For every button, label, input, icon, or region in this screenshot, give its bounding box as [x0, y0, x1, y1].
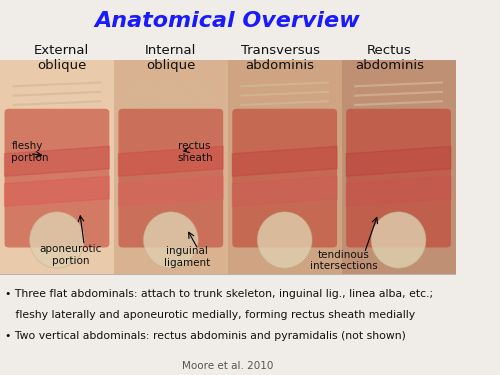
FancyBboxPatch shape: [4, 109, 110, 248]
FancyBboxPatch shape: [232, 109, 337, 248]
Text: fleshy
portion: fleshy portion: [12, 141, 49, 163]
Text: Transversus
abdominis: Transversus abdominis: [240, 44, 320, 72]
Text: Anatomical Overview: Anatomical Overview: [95, 10, 360, 31]
Bar: [114, 60, 228, 274]
Polygon shape: [118, 146, 223, 176]
Polygon shape: [4, 146, 110, 176]
FancyBboxPatch shape: [118, 109, 223, 248]
Polygon shape: [118, 176, 223, 206]
Polygon shape: [4, 176, 110, 206]
Ellipse shape: [30, 212, 84, 268]
Text: • Two vertical abdominals: rectus abdominis and pyramidalis (not shown): • Two vertical abdominals: rectus abdomi…: [4, 331, 406, 340]
Text: inguinal
ligament: inguinal ligament: [164, 246, 210, 268]
Text: Internal
oblique: Internal oblique: [145, 44, 197, 72]
FancyBboxPatch shape: [346, 109, 451, 248]
Polygon shape: [346, 146, 451, 176]
Text: • Three flat abdominals: attach to trunk skeleton, inguinal lig., linea alba, et: • Three flat abdominals: attach to trunk…: [4, 290, 432, 299]
Polygon shape: [232, 176, 337, 206]
Text: fleshy laterally and aponeurotic medially, forming rectus sheath medially: fleshy laterally and aponeurotic mediall…: [4, 310, 414, 320]
Text: aponeurotic
portion: aponeurotic portion: [40, 244, 102, 266]
Polygon shape: [232, 146, 337, 176]
Bar: [0, 60, 114, 274]
Text: tendinous
intersections: tendinous intersections: [310, 250, 378, 272]
Ellipse shape: [144, 212, 198, 268]
Text: External
oblique: External oblique: [34, 44, 89, 72]
Polygon shape: [346, 176, 451, 206]
Bar: [228, 60, 342, 274]
Ellipse shape: [258, 212, 312, 268]
Ellipse shape: [371, 212, 426, 268]
Bar: [342, 60, 456, 274]
Text: Rectus
abdominis: Rectus abdominis: [355, 44, 424, 72]
Text: Moore et al. 2010: Moore et al. 2010: [182, 361, 274, 370]
Text: rectus
sheath: rectus sheath: [178, 141, 214, 163]
